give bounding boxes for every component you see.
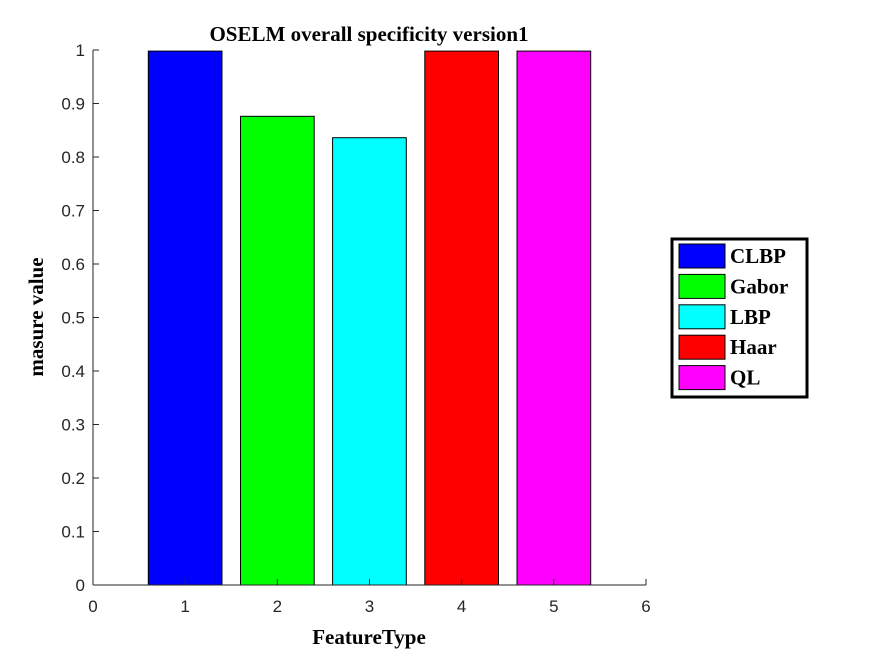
legend-label-gabor: Gabor	[730, 274, 788, 298]
y-tick-label: 1	[76, 41, 85, 60]
legend-swatch-lbp	[678, 304, 726, 330]
x-tick-label: 5	[549, 597, 558, 616]
ticks-group: 0 1 2 3 4 5 6 0 0.1 0.2 0.3 0.4 0.5 0.6 0.7 0.8 0.9 1	[61, 41, 650, 616]
y-axis-label: masure value	[24, 257, 48, 376]
legend-label-haar: Haar	[730, 335, 777, 359]
x-tick-label: 4	[457, 597, 466, 616]
y-tick-label: 0.6	[61, 255, 85, 274]
y-tick-label: 0	[76, 576, 85, 595]
y-tick-label: 0.9	[61, 95, 85, 114]
legend-swatch-haar	[678, 334, 726, 360]
y-tick-label: 0.4	[61, 362, 85, 381]
bar-gabor	[240, 115, 315, 586]
legend: CLBP Gabor LBP Haar QL	[670, 237, 809, 399]
bar-lbp	[332, 137, 407, 586]
x-axis-label: FeatureType	[312, 625, 426, 649]
legend-swatch-clbp	[678, 243, 726, 269]
y-tick-label: 0.1	[61, 523, 85, 542]
y-tick-label: 0.3	[61, 416, 85, 435]
chart-title: OSELM overall specificity version1	[209, 22, 528, 46]
y-tick-label: 0.2	[61, 469, 85, 488]
x-tick-label: 6	[641, 597, 650, 616]
x-tick-label: 3	[365, 597, 374, 616]
bars-group	[147, 50, 592, 586]
legend-swatch-ql	[678, 365, 726, 391]
legend-label-clbp: CLBP	[730, 244, 786, 268]
legend-swatch-gabor	[678, 273, 726, 299]
y-tick-label: 0.7	[61, 202, 85, 221]
legend-label-lbp: LBP	[730, 305, 771, 329]
legend-label-ql: QL	[730, 366, 760, 390]
y-tick-label: 0.8	[61, 148, 85, 167]
bar-haar	[424, 50, 499, 586]
y-tick-label: 0.5	[61, 309, 85, 328]
x-tick-label: 1	[180, 597, 189, 616]
bar-ql	[516, 50, 592, 586]
bar-clbp	[147, 50, 223, 586]
x-tick-label: 2	[273, 597, 282, 616]
x-tick-label: 0	[88, 597, 97, 616]
